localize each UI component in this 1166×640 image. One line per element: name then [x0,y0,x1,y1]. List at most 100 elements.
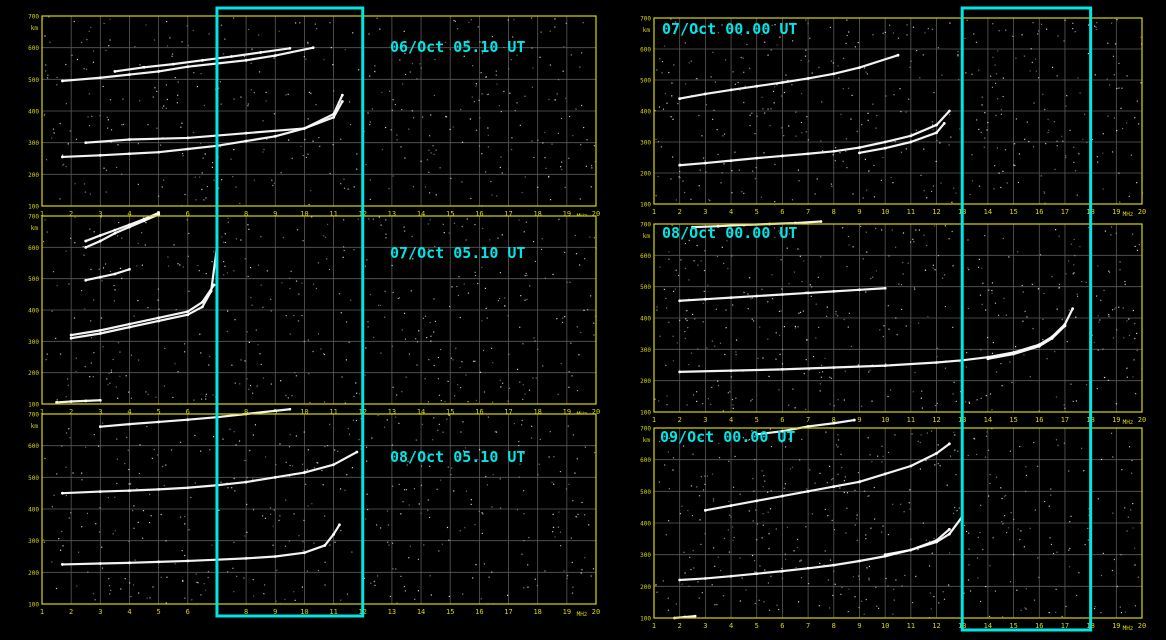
data-point [273,475,277,479]
noise-dot [167,265,170,267]
noise-dot [979,531,981,534]
noise-dot [749,124,751,127]
noise-dot [1114,308,1116,310]
noise-dot [837,315,839,317]
data-point [69,400,73,403]
noise-dot [294,372,296,374]
data-point [340,100,344,103]
noise-dot [177,81,179,83]
noise-dot [137,521,139,523]
noise-dot [384,126,387,129]
noise-dot [753,30,756,33]
noise-dot [323,59,325,61]
noise-dot [213,179,215,181]
noise-dot [866,567,868,569]
noise-dot [866,73,869,75]
noise-dot [397,452,399,455]
noise-dot [503,90,505,93]
noise-dot [710,76,712,78]
noise-dot [495,431,498,433]
noise-dot [307,449,309,451]
noise-dot [1095,28,1097,31]
noise-dot [534,340,536,342]
noise-dot [457,28,459,30]
noise-dot [559,470,562,473]
data-point [755,156,759,160]
noise-dot [667,597,669,599]
noise-dot [474,524,476,526]
noise-dot [741,577,743,579]
noise-dot [436,488,438,490]
x-tick-label: 9 [273,210,277,218]
noise-dot [580,144,582,146]
noise-dot [446,418,448,420]
noise-dot [784,558,787,561]
noise-dot [144,244,146,246]
noise-dot [576,458,578,460]
noise-dot [1111,309,1114,311]
noise-dot [556,318,558,320]
noise-dot [751,398,753,401]
noise-dot [104,263,107,265]
noise-dot [423,544,425,546]
noise-dot [565,488,568,490]
noise-dot [150,515,152,517]
noise-dot [691,313,694,315]
noise-dot [1112,456,1114,458]
data-point [244,58,248,62]
noise-dot [809,37,811,39]
noise-dot [420,484,422,486]
noise-dot [470,197,472,200]
noise-dot [1072,27,1074,30]
x-tick-label: 1 [652,416,656,424]
noise-dot [471,65,474,67]
noise-dot [1126,367,1128,369]
x-tick-label: 18 [533,608,541,616]
noise-dot [130,354,133,356]
noise-dot [981,96,983,98]
noise-dot [1073,272,1075,274]
noise-dot [740,34,742,36]
noise-dot [65,396,67,398]
noise-dot [119,375,121,377]
noise-dot [694,318,696,320]
noise-dot [1066,95,1068,97]
noise-dot [342,256,344,258]
noise-dot [892,503,894,505]
noise-dot [1087,53,1089,55]
noise-dot [316,461,318,464]
noise-dot [422,317,425,319]
noise-dot [511,137,513,139]
noise-dot [1049,537,1051,539]
noise-dot [503,46,505,49]
noise-dot [414,598,416,600]
noise-dot [851,94,853,97]
noise-dot [302,154,304,157]
noise-dot [366,508,369,511]
noise-dot [568,371,570,373]
noise-dot [756,115,758,117]
noise-dot [775,358,777,360]
noise-dot [670,18,672,20]
noise-dot [55,337,57,339]
noise-dot [194,176,196,178]
data-point [128,225,131,229]
noise-dot [365,347,367,349]
noise-dot [518,441,520,443]
noise-dot [192,29,194,32]
noise-dot [1073,161,1075,164]
noise-dot [793,550,795,552]
noise-dot [1096,22,1098,24]
noise-dot [324,515,326,517]
noise-dot [1076,293,1078,295]
noise-dot [163,484,165,487]
noise-dot [989,482,991,485]
noise-dot [289,277,291,279]
noise-dot [666,395,668,397]
noise-dot [191,599,193,601]
noise-dot [812,355,815,358]
noise-dot [338,293,341,295]
noise-dot [900,503,902,505]
noise-dot [344,402,346,404]
noise-dot [341,376,343,378]
